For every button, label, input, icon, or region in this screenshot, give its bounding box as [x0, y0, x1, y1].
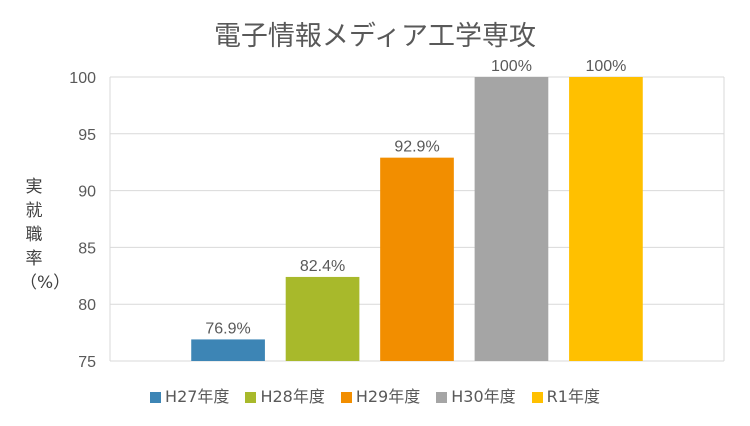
bar [285, 276, 360, 361]
legend-label: H27年度 [165, 387, 230, 406]
y-tick-label: 95 [78, 127, 96, 144]
legend: H27年度 H28年度 H29年度 H30年度 R1年度 [0, 383, 750, 407]
y-tick-labels: 75 80 85 90 95 100 [69, 70, 96, 371]
legend-swatch [245, 392, 257, 403]
y-tick-label: 90 [78, 184, 96, 201]
data-label: 76.9% [205, 320, 250, 337]
bar [474, 77, 549, 361]
legend-item: H30年度 [436, 383, 516, 407]
legend-swatch [436, 392, 448, 403]
legend-swatch [531, 392, 543, 403]
legend-swatch [340, 392, 352, 403]
data-label: 100% [491, 58, 532, 75]
legend-label: H30年度 [451, 387, 516, 406]
y-tick-label: 75 [78, 354, 96, 371]
y-axis-label-char: 実 [25, 177, 43, 197]
legend-label: R1年度 [546, 387, 600, 406]
data-label: 82.4% [300, 258, 345, 275]
legend-item: H29年度 [340, 383, 421, 407]
y-tick-label: 100 [69, 70, 96, 87]
legend-label: H29年度 [355, 387, 421, 406]
y-axis-label-char: 就 [25, 201, 43, 221]
legend-item: H27年度 [150, 383, 229, 407]
legend-item: R1年度 [531, 383, 600, 407]
bar [380, 157, 454, 361]
data-labels: 76.9% 82.4% 92.9% 100% 100% [205, 58, 626, 337]
bars [191, 77, 643, 361]
y-axis-label-char: 率 [25, 249, 43, 269]
chart-title: 電子情報メディア工学専攻 [213, 21, 537, 52]
legend-item: H28年度 [245, 383, 325, 407]
data-label: 92.9% [394, 139, 439, 156]
bar [569, 77, 643, 361]
y-axis-label-char: 職 [25, 225, 43, 245]
legend-label: H28年度 [260, 387, 325, 406]
legend-swatch [150, 392, 162, 403]
bar [191, 339, 265, 361]
data-label: 100% [585, 58, 626, 75]
y-tick-label: 85 [78, 240, 96, 257]
y-tick-label: 80 [78, 297, 96, 314]
